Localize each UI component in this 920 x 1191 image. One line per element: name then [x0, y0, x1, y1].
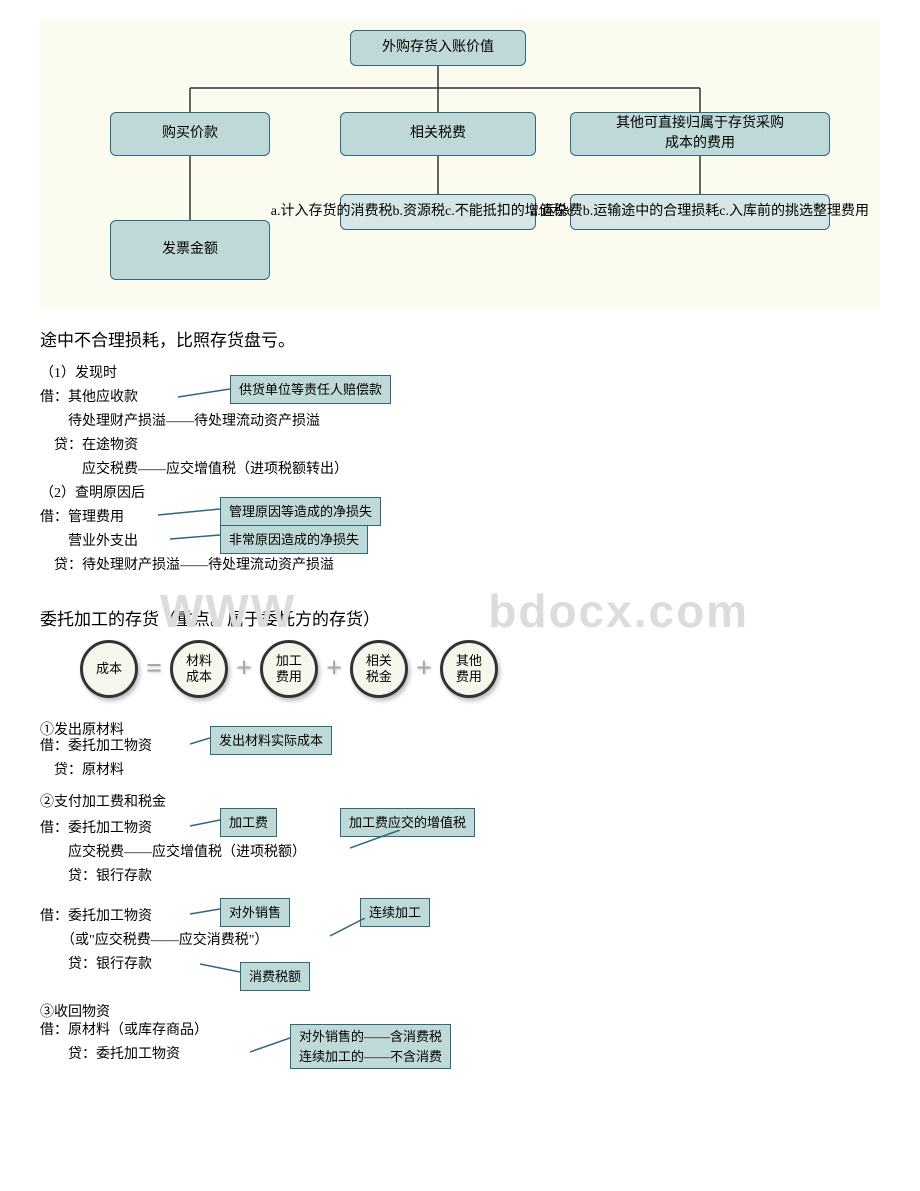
callout-mgmt-loss: 管理原因等造成的净损失	[220, 497, 381, 526]
tree-leaf-0: 发票金额	[110, 220, 270, 280]
s1-l2: 待处理财产损溢——待处理流动资产损溢	[40, 409, 320, 434]
tree-l2-2: 其他可直接归属于存货采购 成本的费用	[570, 112, 830, 156]
s2-h2: ②支付加工费和税金	[40, 790, 166, 815]
entries-loss-handling: （1）发现时 借：其他应收款 供货单位等责任人赔偿款 待处理财产损溢——待处理流…	[40, 361, 880, 591]
s1-l4: 应交税费——应交增值税（进项税额转出）	[40, 457, 348, 482]
s1-h1: （1）发现时	[40, 361, 117, 386]
s2-l3: 借：委托加工物资	[40, 816, 152, 841]
s2-l7: （或"应交税费——应交消费税"）	[40, 928, 268, 953]
entries-consignment: ①发出原材料 借：委托加工物资 发出材料实际成本 贷：原材料 ②支付加工费和税金…	[40, 712, 880, 1122]
s1-h2: （2）查明原因后	[40, 481, 145, 506]
callout-process-vat: 加工费应交的增值税	[340, 808, 475, 837]
s1-l5: 借：管理费用	[40, 505, 124, 530]
inventory-cost-tree: 外购存货入账价值 购买价款 相关税费 其他可直接归属于存货采购 成本的费用 发票…	[40, 20, 880, 310]
callout-recover-materials: 对外销售的——含消费税 连续加工的——不含消费	[290, 1024, 451, 1069]
s2-l8: 贷：银行存款	[40, 952, 152, 977]
s1-l3: 贷：在途物资	[40, 433, 138, 458]
callout-external-sale: 对外销售	[220, 898, 290, 927]
eq-op3: +	[416, 653, 432, 685]
tree-leaf-1: a.计入存货的消费税 b.资源税 c.不能抵扣的增值税 d.关税	[340, 194, 536, 230]
s1-l6: 营业外支出	[40, 529, 138, 554]
s2-l6: 借：委托加工物资	[40, 904, 152, 929]
tree-leaf-2: a.运杂费 b.运输途中的合理损耗 c.入库前的挑选整理费用	[570, 194, 830, 230]
s2-l2: 贷：原材料	[40, 758, 124, 783]
eq-c4: 其他 费用	[440, 640, 498, 698]
callout-continuous: 连续加工	[360, 898, 430, 927]
s2-l4: 应交税费——应交增值税（进项税额）	[40, 840, 306, 865]
eq-op1: +	[236, 653, 252, 685]
eq-c0: 成本	[80, 640, 138, 698]
cost-equation: 成本 = 材料 成本 + 加工 费用 + 相关 税金 + 其他 费用	[80, 640, 880, 698]
s1-l1: 借：其他应收款	[40, 385, 138, 410]
paragraph-2: 委托加工的存货（重点。属于委托方的存货）	[40, 605, 880, 630]
callout-material-cost: 发出材料实际成本	[210, 726, 332, 755]
callout-process-fee: 加工费	[220, 808, 277, 837]
eq-c2: 加工 费用	[260, 640, 318, 698]
callout-consumption-tax: 消费税额	[240, 962, 310, 991]
eq-c3: 相关 税金	[350, 640, 408, 698]
s2-l9: 借：原材料（或库存商品）	[40, 1018, 208, 1043]
tree-root: 外购存货入账价值	[350, 30, 526, 66]
s2-l10: 贷：委托加工物资	[40, 1042, 180, 1067]
eq-op2: +	[326, 653, 342, 685]
tree-l2-1: 相关税费	[340, 112, 536, 156]
tree-l2-0: 购买价款	[110, 112, 270, 156]
s2-l1: 借：委托加工物资	[40, 734, 152, 759]
paragraph-1: 途中不合理损耗，比照存货盘亏。	[40, 326, 880, 351]
eq-c1: 材料 成本	[170, 640, 228, 698]
callout-compensation: 供货单位等责任人赔偿款	[230, 375, 391, 404]
s2-l5: 贷：银行存款	[40, 864, 152, 889]
callout-abnormal-loss: 非常原因造成的净损失	[220, 525, 368, 554]
s1-l7: 贷：待处理财产损溢——待处理流动资产损溢	[40, 553, 334, 578]
eq-op0: =	[146, 653, 162, 685]
